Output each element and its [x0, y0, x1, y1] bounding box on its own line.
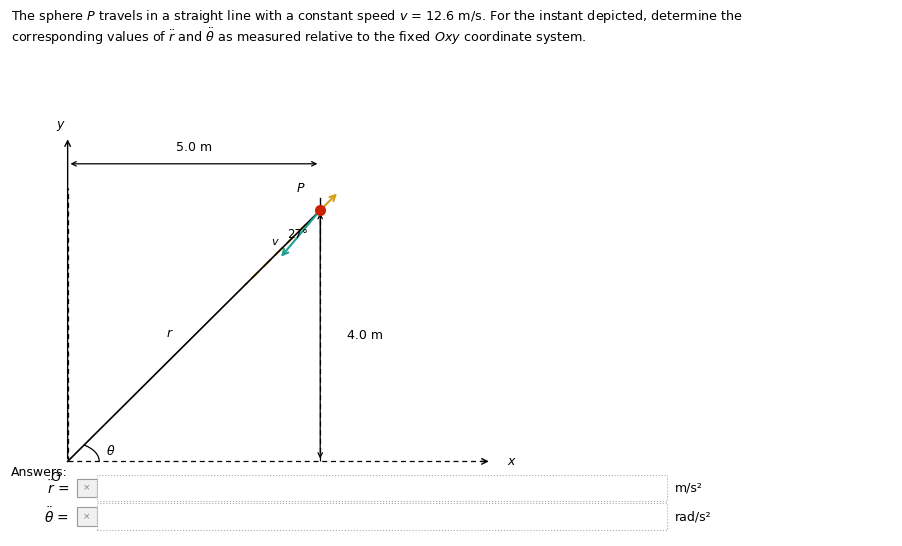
Text: y: y [57, 118, 64, 131]
Text: P: P [297, 182, 304, 195]
Text: r: r [166, 327, 171, 340]
FancyBboxPatch shape [97, 475, 667, 501]
Text: θ: θ [107, 445, 115, 458]
FancyBboxPatch shape [77, 507, 97, 526]
Text: rad/s²: rad/s² [675, 510, 712, 523]
Text: O: O [51, 471, 60, 484]
Text: 4.0 m: 4.0 m [347, 329, 383, 342]
Text: $\ddot{\theta}$ =: $\ddot{\theta}$ = [44, 507, 69, 526]
Text: 27°: 27° [287, 228, 308, 241]
Text: The sphere $P$ travels in a straight line with a constant speed $v$ = 12.6 m/s. : The sphere $P$ travels in a straight lin… [11, 8, 742, 25]
Text: Answers:: Answers: [11, 466, 68, 479]
Text: v: v [271, 237, 277, 247]
Text: corresponding values of $\ddot{r}$ and $\ddot{\theta}$ as measured relative to t: corresponding values of $\ddot{r}$ and $… [11, 26, 586, 47]
Text: ×: × [83, 484, 90, 492]
Text: x: x [507, 455, 514, 468]
Text: 5.0 m: 5.0 m [176, 141, 212, 154]
Text: ×: × [83, 512, 90, 521]
Text: m/s²: m/s² [675, 482, 703, 495]
FancyBboxPatch shape [77, 479, 97, 497]
FancyBboxPatch shape [97, 503, 667, 530]
Text: $\ddot{r}$ =: $\ddot{r}$ = [47, 479, 69, 497]
